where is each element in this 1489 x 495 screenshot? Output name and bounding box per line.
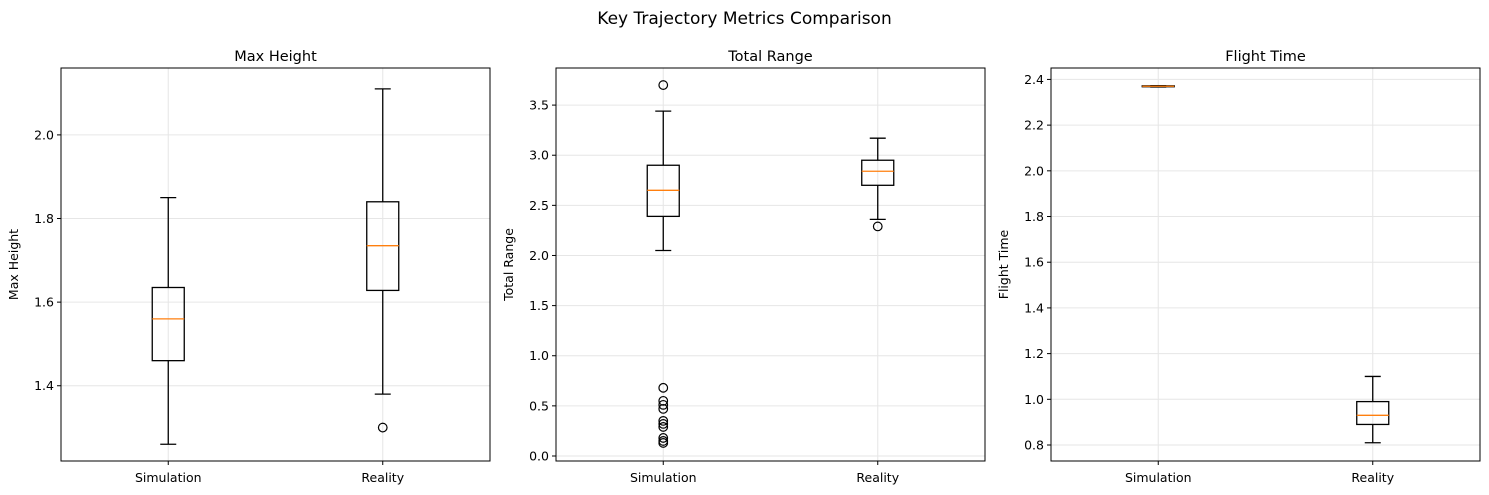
- panel-title: Flight Time: [1225, 49, 1306, 65]
- axes-frame: [555, 67, 986, 462]
- x-tick-label: Simulation: [630, 470, 697, 485]
- y-tick-label: 0.8: [1024, 438, 1044, 453]
- panel-title: Total Range: [727, 49, 813, 65]
- outlier-point: [658, 433, 669, 443]
- x-tick-label: Reality: [1351, 470, 1394, 485]
- chart-panel-1: 1.4 1.6 1.8 2.0 Simulation Reality Max Height M…: [6, 49, 491, 485]
- y-axis-label: Flight Time: [996, 229, 1011, 299]
- figure-title: Key Trajectory Metrics Comparison: [597, 9, 891, 29]
- box-reality: [1356, 375, 1390, 444]
- y-tick-label: 1.4: [34, 378, 54, 393]
- box-body: [861, 159, 895, 186]
- x-tick-label: Reality: [361, 470, 404, 485]
- outlier-point: [377, 422, 388, 433]
- y-tick-label: 2.4: [1024, 72, 1044, 87]
- box-body: [1356, 400, 1390, 426]
- y-axis-label: Total Range: [501, 228, 516, 302]
- outlier-point: [658, 422, 669, 432]
- y-tick-label: 2.0: [1024, 163, 1044, 178]
- box-simulation: [646, 80, 680, 448]
- y-tick-label: 2.0: [529, 248, 549, 263]
- y-tick-label: 1.5: [529, 298, 549, 313]
- y-tick-label: 2.0: [34, 127, 54, 142]
- outlier-point: [658, 382, 669, 393]
- y-tick-label: 1.2: [1024, 346, 1044, 361]
- chart-panel-2: 0.0 0.5 1.0 1.5 2.0 2.5 3.0 3.5 Simulation Realit…: [501, 49, 986, 485]
- chart-panel-3: 0.8 1.0 1.2 1.4 1.6 1.8 2.0 2.2 2.4 Simulation Rea…: [996, 49, 1481, 485]
- axes-frame: [60, 67, 491, 462]
- axes-frame: [1050, 67, 1481, 462]
- y-tick-label: 1.0: [529, 348, 549, 363]
- y-tick-label: 0.0: [529, 448, 549, 463]
- y-tick-label: 3.5: [529, 98, 549, 113]
- box-reality: [861, 137, 895, 232]
- y-tick-label: 1.6: [1024, 255, 1044, 270]
- box-simulation: [1141, 84, 1175, 88]
- y-tick-label: 0.5: [529, 398, 549, 413]
- outlier-point: [872, 221, 883, 232]
- y-axis-label: Max Height: [6, 229, 21, 300]
- y-tick-label: 2.5: [529, 198, 549, 213]
- outlier-point: [658, 415, 669, 426]
- box-reality: [366, 88, 400, 433]
- x-tick-label: Simulation: [1125, 470, 1192, 485]
- x-tick-label: Simulation: [135, 470, 202, 485]
- x-tick-label: Reality: [856, 470, 899, 485]
- outlier-point: [658, 438, 669, 448]
- panel-title: Max Height: [234, 49, 317, 65]
- y-tick-label: 1.8: [34, 211, 54, 226]
- outlier-point: [658, 419, 669, 429]
- box-body: [151, 286, 185, 362]
- y-tick-label: 1.0: [1024, 392, 1044, 407]
- y-tick-label: 3.0: [529, 148, 549, 163]
- box-simulation: [151, 196, 185, 445]
- y-tick-label: 2.2: [1024, 118, 1044, 133]
- outlier-point: [658, 403, 669, 414]
- y-tick-label: 1.8: [1024, 209, 1044, 224]
- y-tick-label: 1.6: [34, 295, 54, 310]
- outlier-point: [658, 80, 669, 90]
- outlier-point: [658, 399, 669, 410]
- chart-panels: 1.4 1.6 1.8 2.0 Simulation Reality Max Height M…: [6, 49, 1481, 485]
- y-tick-label: 1.4: [1024, 300, 1044, 315]
